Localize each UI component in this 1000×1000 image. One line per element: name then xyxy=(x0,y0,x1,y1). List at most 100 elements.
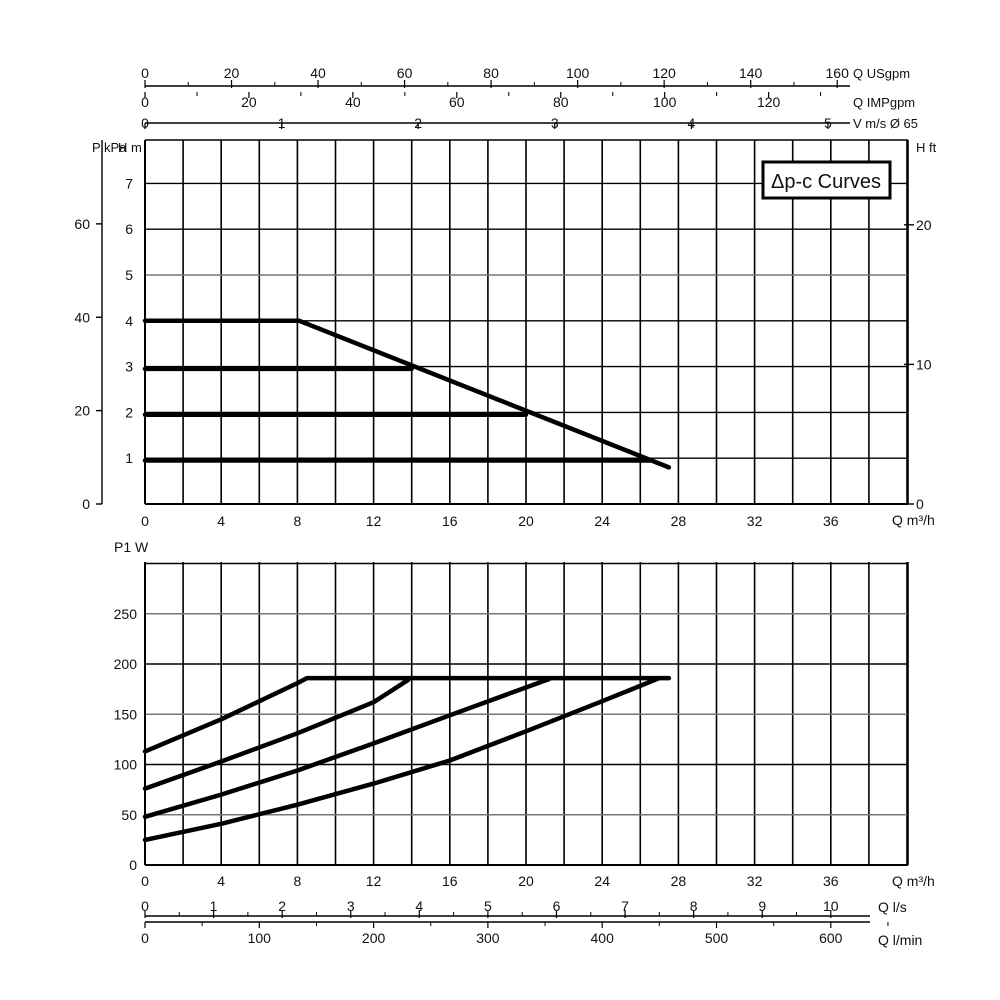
power-curve xyxy=(142,675,672,754)
y-tick-label-kpa: 40 xyxy=(74,309,90,325)
lmin-tick-label: 0 xyxy=(141,930,149,946)
y-tick-label: 250 xyxy=(114,606,138,622)
top-axis-velocity-label: V m/s Ø 65 xyxy=(853,116,918,131)
ls-tick-label: 4 xyxy=(415,898,423,914)
lmin-tick-label: 600 xyxy=(819,930,843,946)
y-axis-label-kpa: P kPa xyxy=(92,140,127,155)
dp-c-curve xyxy=(142,318,672,470)
usgpm-tick-label: 140 xyxy=(739,65,763,81)
x-tick-label: 20 xyxy=(518,513,534,529)
x-tick-label: 28 xyxy=(671,873,687,889)
x-tick-label: 8 xyxy=(294,513,302,529)
x-tick-label: 16 xyxy=(442,873,458,889)
velocity-tick-label: 5 xyxy=(824,115,832,131)
usgpm-tick-label: 40 xyxy=(310,65,326,81)
x-axis-label-bottom: Q m³/h xyxy=(892,873,935,889)
x-tick-label: 4 xyxy=(217,873,225,889)
top-axis-usgpm-label: Q USgpm xyxy=(853,66,910,81)
y-tick-label-m: 6 xyxy=(125,221,133,237)
y-tick-label-kpa: 60 xyxy=(74,216,90,232)
x-tick-label: 28 xyxy=(671,513,687,529)
x-tick-label: 12 xyxy=(366,513,382,529)
power-curve xyxy=(142,675,662,843)
power-curve xyxy=(142,677,411,791)
x-tick-label: 32 xyxy=(747,873,763,889)
y-tick-label-ft: 10 xyxy=(916,356,932,372)
x-tick-label: 36 xyxy=(823,513,839,529)
usgpm-tick-label: 60 xyxy=(397,65,413,81)
ls-tick-label: 5 xyxy=(484,898,492,914)
ls-tick-label: 7 xyxy=(621,898,629,914)
x-tick-label: 24 xyxy=(594,873,610,889)
ls-tick-label: 9 xyxy=(758,898,766,914)
y-tick-label-m: 1 xyxy=(125,450,133,466)
usgpm-tick-label: 20 xyxy=(224,65,240,81)
bottom-axis-ls-label: Q l/s xyxy=(878,899,907,915)
x-tick-label: 8 xyxy=(294,873,302,889)
y-tick-label-kpa: 20 xyxy=(74,403,90,419)
y-tick-label-m: 2 xyxy=(125,404,133,420)
ls-tick-label: 3 xyxy=(347,898,355,914)
lmin-tick-label: 500 xyxy=(705,930,729,946)
y-tick-label: 200 xyxy=(114,656,138,672)
velocity-tick-label: 2 xyxy=(414,115,422,131)
lmin-tick-label: 400 xyxy=(591,930,615,946)
impgpm-tick-label: 100 xyxy=(653,94,677,110)
usgpm-tick-label: 80 xyxy=(483,65,499,81)
impgpm-tick-label: 40 xyxy=(345,94,361,110)
x-tick-label: 24 xyxy=(594,513,610,529)
impgpm-tick-label: 80 xyxy=(553,94,569,110)
x-tick-label: 32 xyxy=(747,513,763,529)
y-tick-label-m: 7 xyxy=(125,175,133,191)
impgpm-tick-label: 120 xyxy=(757,94,781,110)
velocity-tick-label: 3 xyxy=(551,115,559,131)
impgpm-tick-label: 20 xyxy=(241,94,257,110)
x-tick-label: 16 xyxy=(442,513,458,529)
chart-title-box: Δp-c Curves xyxy=(761,160,892,200)
ls-tick-label: 0 xyxy=(141,898,149,914)
y-axis-label-power: P1 W xyxy=(114,539,149,555)
lmin-tick-label: 300 xyxy=(476,930,500,946)
velocity-tick-label: 0 xyxy=(141,115,149,131)
chart-title: Δp-c Curves xyxy=(771,171,881,193)
x-tick-label: 0 xyxy=(141,873,149,889)
y-tick-label: 0 xyxy=(129,857,137,873)
y-tick-label-m: 4 xyxy=(125,313,133,329)
usgpm-tick-label: 0 xyxy=(141,65,149,81)
velocity-tick-label: 4 xyxy=(687,115,695,131)
x-tick-label: 4 xyxy=(217,513,225,529)
x-tick-label: 0 xyxy=(141,513,149,529)
usgpm-tick-label: 100 xyxy=(566,65,590,81)
y-axis-label-ft: H ft xyxy=(916,140,937,155)
y-tick-label: 100 xyxy=(114,757,138,773)
usgpm-tick-label: 160 xyxy=(826,65,850,81)
lmin-tick-label: 100 xyxy=(248,930,272,946)
y-tick-label-ft: 20 xyxy=(916,217,932,233)
ls-tick-label: 10 xyxy=(823,898,839,914)
bottom-axis-lmin-label: Q l/min xyxy=(878,932,922,948)
y-tick-label-ft: 0 xyxy=(916,496,924,512)
y-tick-label-m: 5 xyxy=(125,267,133,283)
top-axis-impgpm-label: Q IMPgpm xyxy=(853,95,915,110)
x-tick-label: 20 xyxy=(518,873,534,889)
y-tick-label: 150 xyxy=(114,706,138,722)
lmin-tick-label: 200 xyxy=(362,930,386,946)
impgpm-tick-label: 60 xyxy=(449,94,465,110)
y-tick-label-m: 3 xyxy=(125,359,133,375)
y-tick-label: 50 xyxy=(121,807,137,823)
usgpm-tick-label: 120 xyxy=(652,65,676,81)
ls-tick-label: 2 xyxy=(278,898,286,914)
power-curve xyxy=(142,676,552,820)
x-axis-label-top: Q m³/h xyxy=(892,512,935,528)
y-tick-label-kpa: 0 xyxy=(82,496,90,512)
ls-tick-label: 8 xyxy=(690,898,698,914)
x-tick-label: 36 xyxy=(823,873,839,889)
y-axis-label-m: H m xyxy=(118,140,142,155)
ls-tick-label: 6 xyxy=(553,898,561,914)
x-tick-label: 12 xyxy=(366,873,382,889)
impgpm-tick-label: 0 xyxy=(141,94,149,110)
ls-tick-label: 1 xyxy=(210,898,218,914)
